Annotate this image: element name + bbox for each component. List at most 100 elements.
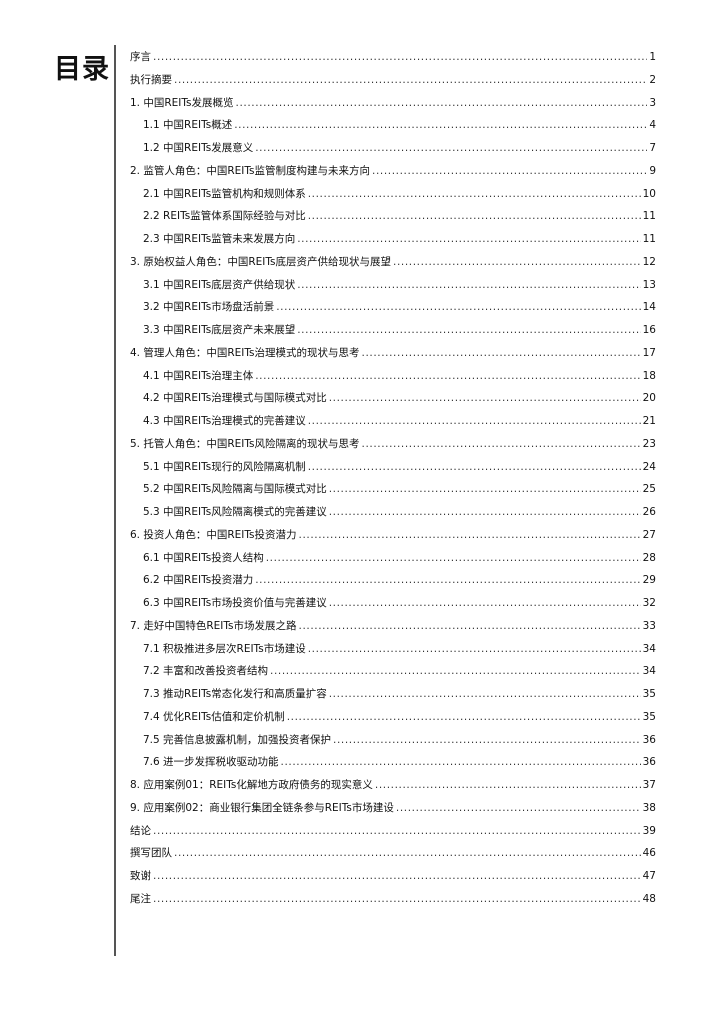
toc-entry-page: 35 — [642, 710, 656, 723]
toc-entry[interactable]: 结论 39 — [130, 820, 656, 843]
dot-leader — [153, 46, 647, 69]
dot-leader — [329, 501, 641, 524]
dot-leader — [329, 478, 641, 501]
toc-entry-page: 39 — [642, 824, 656, 837]
toc-entry-page: 34 — [642, 642, 656, 655]
toc-entry[interactable]: 3.1 中国REITs底层资产供给现状 13 — [130, 274, 656, 297]
toc-entry[interactable]: 序言 1 — [130, 46, 656, 69]
toc-entry-label: 3.3 中国REITs底层资产未来展望 — [143, 324, 296, 336]
dot-leader — [308, 183, 641, 206]
toc-entry[interactable]: 4.1 中国REITs治理主体 18 — [130, 365, 656, 388]
toc-entry-label: 5.2 中国REITs风险隔离与国际模式对比 — [143, 483, 327, 496]
toc-entry[interactable]: 5.1 中国REITs现行的风险隔离机制 24 — [130, 456, 656, 479]
toc-entry[interactable]: 7.6 进一步发挥税收驱动功能 36 — [130, 751, 656, 774]
toc-entry-label: 6. 投资人角色：中国REITs投资潜力 — [130, 528, 297, 541]
toc-entry-page: 3 — [649, 96, 656, 109]
toc-entry-page: 20 — [642, 392, 656, 405]
toc-entry-label: 7.3 推动REITs常态化发行和高质量扩容 — [143, 688, 327, 700]
toc-entry-page: 7 — [649, 142, 656, 154]
toc-entry-page: 4 — [649, 119, 656, 132]
dot-leader — [308, 205, 641, 228]
toc-entry[interactable]: 2.3 中国REITs监管未来发展方向 11 — [130, 228, 656, 251]
toc-entry[interactable]: 5.2 中国REITs风险隔离与国际模式对比 25 — [130, 478, 656, 501]
toc-entry-label: 致谢 — [130, 870, 151, 882]
toc-entry[interactable]: 6.1 中国REITs投资人结构 28 — [130, 547, 656, 570]
dot-leader — [308, 638, 641, 661]
toc-entry[interactable]: 5.3 中国REITs风险隔离模式的完善建议 26 — [130, 501, 656, 524]
toc-entry-label: 结论 — [130, 824, 151, 837]
toc-entry[interactable]: 执行摘要 2 — [130, 69, 656, 92]
toc-entry-page: 11 — [642, 210, 656, 223]
toc-entry-page: 10 — [642, 187, 656, 200]
toc-entry[interactable]: 6.3 中国REITs市场投资价值与完善建议 32 — [130, 592, 656, 615]
dot-leader — [270, 660, 641, 683]
toc-entry[interactable]: 致谢 47 — [130, 865, 656, 888]
toc-entry[interactable]: 6. 投资人角色：中国REITs投资潜力 27 — [130, 524, 656, 547]
toc-entry-page: 47 — [642, 870, 656, 882]
dot-leader — [308, 410, 641, 433]
toc-entry[interactable]: 4.2 中国REITs治理模式与国际模式对比 20 — [130, 387, 656, 410]
toc-entry-page: 34 — [642, 665, 656, 678]
toc-entry-page: 28 — [642, 551, 656, 564]
toc-entry-page: 2 — [649, 73, 656, 86]
toc-entry[interactable]: 7.3 推动REITs常态化发行和高质量扩容 35 — [130, 683, 656, 706]
toc-entry-page: 27 — [642, 528, 656, 541]
toc-entry-page: 13 — [642, 278, 656, 291]
toc-entry[interactable]: 7. 走好中国特色REITs市场发展之路 33 — [130, 615, 656, 638]
toc-entry[interactable]: 3.2 中国REITs市场盘活前景 14 — [130, 296, 656, 319]
toc-entry-label: 4.1 中国REITs治理主体 — [143, 369, 254, 382]
toc-entry-label: 6.2 中国REITs投资潜力 — [143, 574, 254, 587]
dot-leader — [297, 319, 640, 342]
toc-entry-label: 5. 托管人角色：中国REITs风险隔离的现状与思考 — [130, 437, 360, 450]
toc-entry[interactable]: 4.3 中国REITs治理模式的完善建议 21 — [130, 410, 656, 433]
toc-entry[interactable]: 7.1 积极推进多层次REITs市场建设 34 — [130, 638, 656, 661]
dot-leader — [255, 569, 640, 592]
dot-leader — [329, 592, 641, 615]
toc-entry-label: 9. 应用案例02：商业银行集团全链条参与REITs市场建设 — [130, 801, 394, 814]
toc-entry[interactable]: 撰写团队 46 — [130, 842, 656, 865]
toc-entry-page: 16 — [642, 324, 656, 336]
toc-entry-page: 35 — [642, 688, 656, 700]
toc-entry[interactable]: 1.1 中国REITs概述 4 — [130, 114, 656, 137]
dot-leader — [308, 456, 641, 479]
dot-leader — [234, 114, 647, 137]
toc-entry-page: 38 — [642, 801, 656, 814]
toc-entry[interactable]: 2.2 REITs监管体系国际经验与对比 11 — [130, 205, 656, 228]
toc-entry[interactable]: 7.5 完善信息披露机制，加强投资者保护 36 — [130, 729, 656, 752]
toc-entry[interactable]: 8. 应用案例01：REITs化解地方政府债务的现实意义 37 — [130, 774, 656, 797]
toc-entry-page: 1 — [649, 51, 656, 63]
toc-entry-label: 8. 应用案例01：REITs化解地方政府债务的现实意义 — [130, 779, 373, 791]
toc-entry-page: 24 — [642, 460, 656, 473]
toc-entry[interactable]: 3. 原始权益人角色：中国REITs底层资产供给现状与展望 12 — [130, 251, 656, 274]
toc-entry-label: 6.3 中国REITs市场投资价值与完善建议 — [143, 597, 327, 609]
toc-title: 目录 — [54, 54, 110, 85]
toc-entry[interactable]: 9. 应用案例02：商业银行集团全链条参与REITs市场建设 38 — [130, 797, 656, 820]
toc-entry-page: 17 — [642, 346, 656, 359]
toc-entry[interactable]: 2.1 中国REITs监管机构和规则体系 10 — [130, 183, 656, 206]
toc-entry[interactable]: 2. 监管人角色：中国REITs监管制度构建与未来方向 9 — [130, 160, 656, 183]
toc-entry[interactable]: 1.2 中国REITs发展意义 7 — [130, 137, 656, 160]
toc-entry-page: 37 — [642, 779, 656, 791]
toc-entry-page: 21 — [642, 415, 656, 427]
toc-entry[interactable]: 7.4 优化REITs估值和定价机制 35 — [130, 706, 656, 729]
toc-entry-page: 12 — [642, 255, 656, 268]
toc-entry-label: 4.2 中国REITs治理模式与国际模式对比 — [143, 392, 327, 405]
toc-entry-label: 1.2 中国REITs发展意义 — [143, 142, 254, 154]
toc-entry[interactable]: 1. 中国REITs发展概览 3 — [130, 92, 656, 115]
toc-entry[interactable]: 4. 管理人角色：中国REITs治理模式的现状与思考 17 — [130, 342, 656, 365]
toc-entry[interactable]: 3.3 中国REITs底层资产未来展望 16 — [130, 319, 656, 342]
dot-leader — [153, 888, 641, 911]
toc-entry-label: 3.2 中国REITs市场盘活前景 — [143, 301, 275, 314]
table-of-contents: 序言 1 执行摘要 2 1. 中国REITs发展概览 3 1.1 中国REITs概述 4 1.2… — [130, 46, 656, 911]
dot-leader — [299, 524, 641, 547]
toc-entry[interactable]: 尾注 48 — [130, 888, 656, 911]
toc-entry[interactable]: 5. 托管人角色：中国REITs风险隔离的现状与思考 23 — [130, 433, 656, 456]
dot-leader — [393, 251, 641, 274]
dot-leader — [281, 751, 641, 774]
toc-entry[interactable]: 6.2 中国REITs投资潜力 29 — [130, 569, 656, 592]
dot-leader — [174, 69, 647, 92]
toc-entry-page: 23 — [642, 437, 656, 450]
toc-entry[interactable]: 7.2 丰富和改善投资者结构 34 — [130, 660, 656, 683]
dot-leader — [297, 274, 640, 297]
toc-entry-page: 9 — [649, 164, 656, 177]
